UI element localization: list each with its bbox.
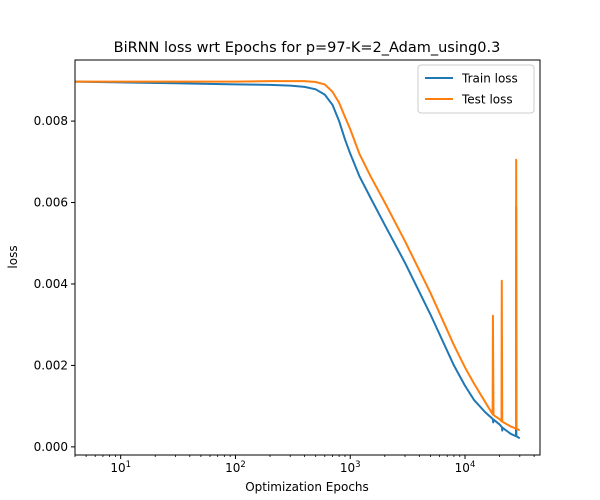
y-tick-label: 0.002: [34, 358, 68, 372]
x-tick-label: 101: [110, 460, 131, 475]
x-tick-label: 102: [225, 460, 246, 475]
series-line-test-loss: [75, 80, 521, 432]
series-layer: [74, 80, 521, 440]
y-tick-label: 0.006: [34, 196, 68, 210]
y-axis-ticks: 0.000 0.002 0.004 0.006 0.008: [34, 114, 75, 454]
legend-train-label: Train loss: [461, 72, 518, 86]
y-tick-label: 0.004: [34, 277, 68, 291]
y-tick-label: 0.000: [34, 440, 68, 454]
series-line-train-loss: [74, 80, 521, 440]
x-tick-label: 103: [340, 460, 361, 475]
y-axis-label: loss: [6, 245, 20, 268]
x-axis-ticks: 101 102 103 104: [74, 455, 535, 475]
legend-test-label: Test loss: [461, 93, 513, 107]
y-tick-label: 0.008: [34, 114, 68, 128]
chart-title: BiRNN loss wrt Epochs for p=97-K=2_Adam_…: [114, 40, 501, 56]
plot-area: 0.000 0.002 0.004 0.006 0.008 101 102 103 104: [34, 59, 541, 475]
x-tick-label: 104: [455, 460, 476, 475]
legend: Train loss Test loss: [417, 64, 535, 114]
plot-frame: [74, 59, 541, 456]
x-axis-label: Optimization Epochs: [245, 480, 369, 494]
